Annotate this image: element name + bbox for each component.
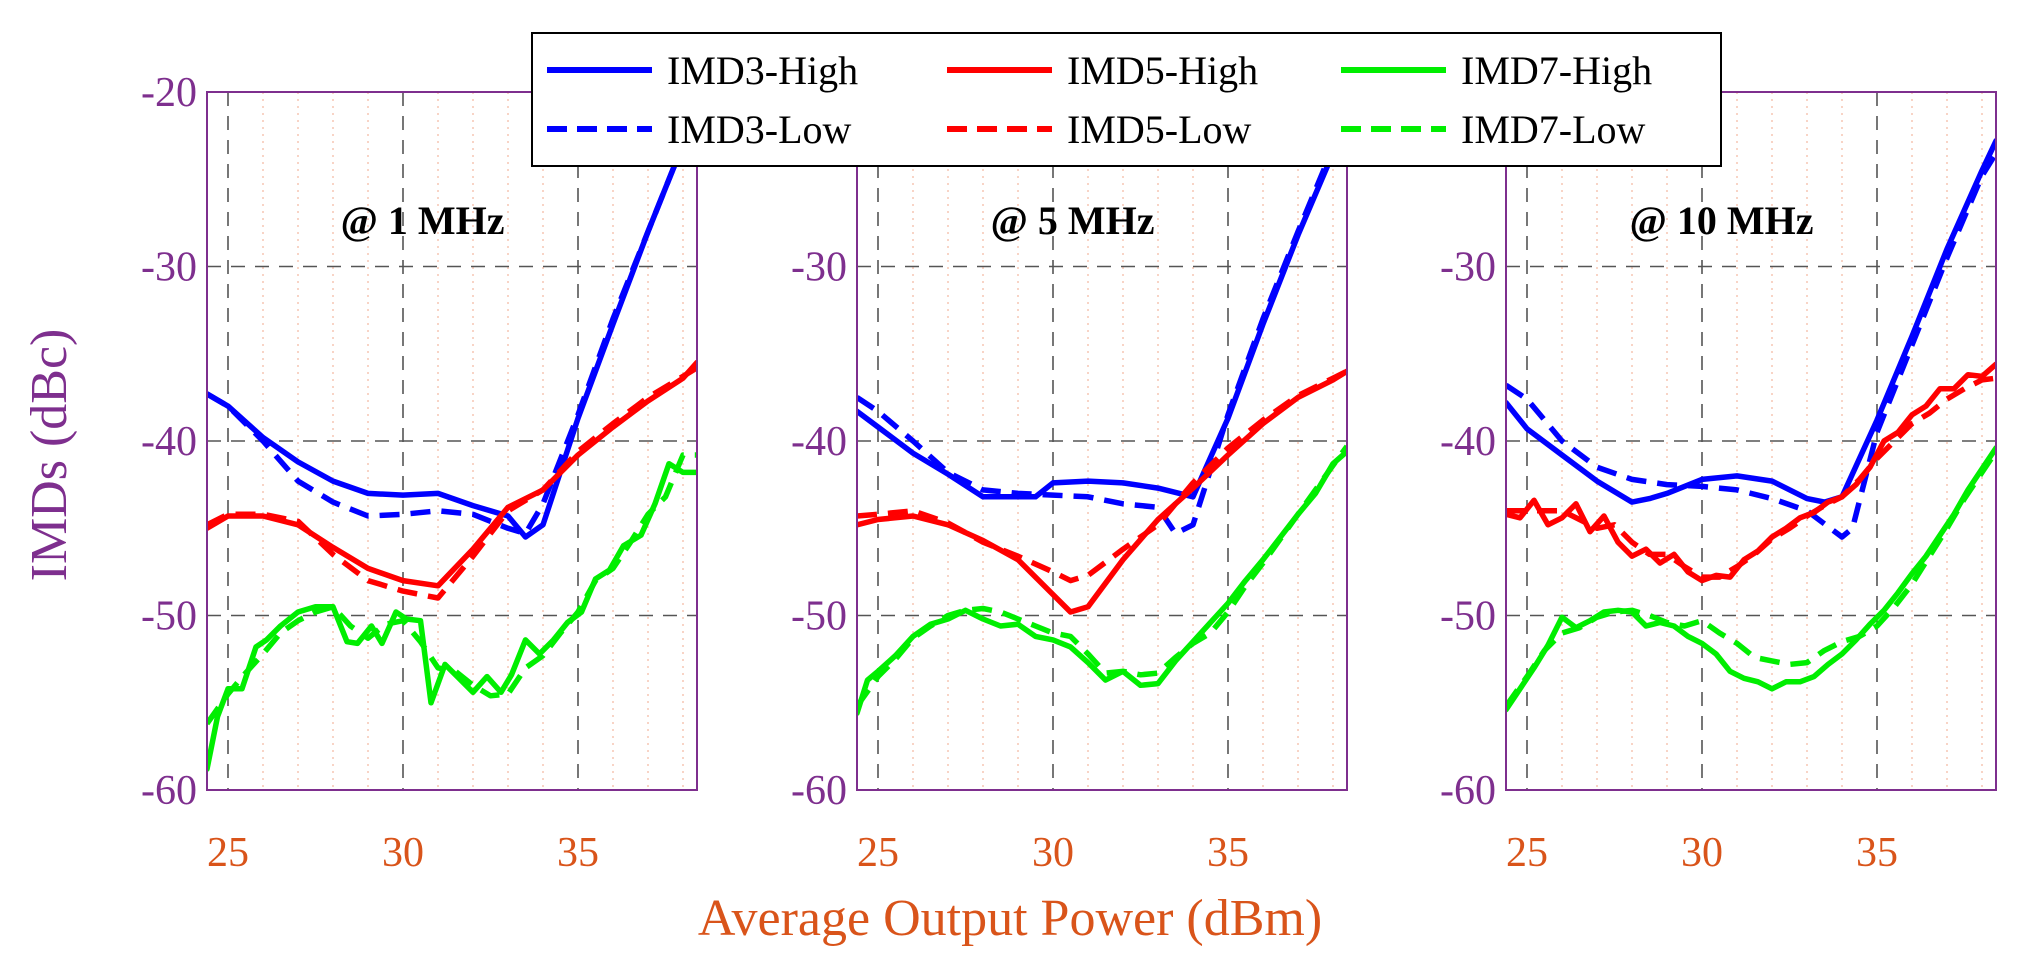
x-tick-label: 35	[1207, 830, 1249, 876]
series-imd7-low	[207, 452, 697, 726]
axes-frame	[1505, 91, 1997, 791]
series-imd7-high	[1506, 445, 1996, 713]
series-imd3-low	[857, 111, 1347, 537]
panel-1: @ 1 MHz -60 -50 -40 -30 -20 25 30 35	[141, 70, 698, 876]
series-group	[207, 106, 697, 772]
x-axis-label: Average Output Power (dBm)	[698, 890, 1322, 947]
y-tick-label: -60	[141, 768, 197, 814]
y-tick-label: -60	[1440, 768, 1496, 814]
legend: IMD3-High IMD5-High IMD7-High IMD3-Low I…	[531, 32, 1722, 167]
series-group	[1506, 138, 1996, 713]
axes-frame	[206, 91, 698, 791]
y-tick-label: -40	[141, 419, 197, 465]
y-tick-label: -20	[141, 70, 197, 116]
series-imd5-high	[1506, 361, 1996, 584]
series-group	[857, 111, 1347, 716]
panel-annotation: @ 10 MHz	[1630, 198, 1814, 243]
panel-2: @ 5 MHz -60 -50 -40 -30 25 30 35	[791, 91, 1348, 876]
x-tick-label: 25	[207, 830, 249, 876]
series-imd5-low	[857, 368, 1347, 584]
x-tick-label: 30	[1032, 830, 1074, 876]
legend-label-imd5-low: IMD5-Low	[1067, 107, 1252, 152]
series-imd5-high	[207, 359, 697, 589]
series-imd7-low	[857, 444, 1347, 708]
y-tick-label: -50	[791, 594, 847, 640]
legend-label-imd5-high: IMD5-High	[1067, 48, 1258, 93]
panel-3: @ 10 MHz -60 -50 -40 -30 25 30 35	[1440, 91, 1997, 876]
panel-annotation: @ 1 MHz	[341, 198, 505, 243]
y-tick-label: -40	[791, 419, 847, 465]
legend-label-imd7-low: IMD7-Low	[1461, 107, 1646, 152]
series-imd7-high	[857, 448, 1347, 716]
y-tick-label: -40	[1440, 419, 1496, 465]
series-imd5-low	[207, 365, 697, 601]
x-tick-label: 30	[382, 830, 424, 876]
panel-annotation: @ 5 MHz	[991, 198, 1155, 243]
y-tick-label: -50	[1440, 594, 1496, 640]
series-imd3-high	[207, 106, 697, 540]
x-tick-label: 25	[857, 830, 899, 876]
legend-box	[531, 32, 1722, 167]
x-tick-label: 35	[557, 830, 599, 876]
series-imd3-low	[207, 108, 697, 537]
legend-label-imd3-high: IMD3-High	[667, 48, 858, 93]
series-imd3-high	[1506, 138, 1996, 505]
y-axis-label: IMDs (dBc)	[21, 329, 78, 582]
series-imd5-high	[857, 368, 1347, 615]
x-tick-label: 30	[1681, 830, 1723, 876]
y-tick-label: -60	[791, 768, 847, 814]
x-tick-label: 35	[1856, 830, 1898, 876]
series-imd3-low	[1506, 151, 1996, 540]
series-imd3-high	[857, 115, 1347, 500]
x-tick-label: 25	[1506, 830, 1548, 876]
legend-label-imd7-high: IMD7-High	[1461, 48, 1652, 93]
y-tick-label: -30	[1440, 245, 1496, 291]
y-tick-label: -50	[141, 594, 197, 640]
series-imd7-low	[1506, 449, 1996, 708]
y-tick-label: -30	[791, 245, 847, 291]
legend-label-imd3-low: IMD3-Low	[667, 107, 852, 152]
panels-layer: @ 1 MHz -60 -50 -40 -30 -20 25 30 35 @ 5 MHz -60 -5…	[141, 70, 1997, 876]
y-tick-label: -30	[141, 245, 197, 291]
